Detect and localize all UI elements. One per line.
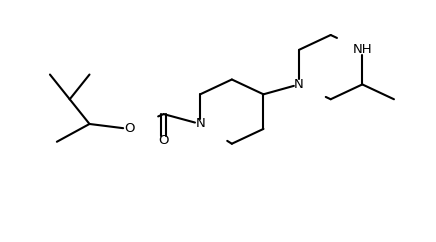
Text: O: O <box>158 134 169 147</box>
Text: N: N <box>195 117 205 130</box>
Text: O: O <box>124 122 134 136</box>
Text: N: N <box>294 78 304 91</box>
Text: NH: NH <box>353 43 372 56</box>
